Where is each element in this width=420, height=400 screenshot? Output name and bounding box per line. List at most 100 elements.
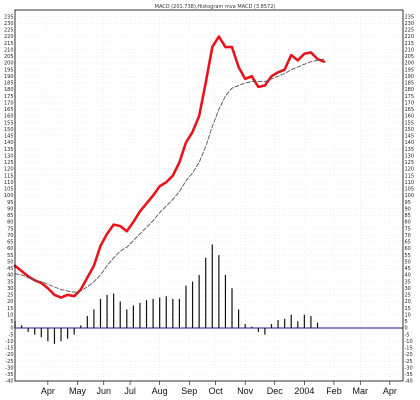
y-tick-label-right: 120 (405, 167, 415, 173)
y-tick-label-right: 30 (405, 286, 411, 292)
y-tick-label-left: 115 (4, 173, 14, 179)
y-tick-label-right: 110 (405, 180, 415, 186)
y-tick-label-right: 145 (405, 134, 415, 140)
y-tick-label-right: -5 (405, 332, 410, 338)
x-tick-label: Apr (41, 386, 55, 396)
y-tick-label-left: 75 (7, 226, 13, 232)
x-tick-label: Mar (353, 386, 369, 396)
y-tick-label-right: 140 (405, 140, 415, 146)
y-tick-label-left: 180 (4, 87, 14, 93)
y-tick-label-right: 200 (405, 61, 415, 67)
y-tick-label-left: 35 (7, 279, 13, 285)
y-tick-label-left: 90 (7, 206, 13, 212)
y-tick-label-left: 205 (4, 54, 14, 60)
y-tick-label-right: 100 (405, 193, 415, 199)
y-tick-label-left: 20 (7, 299, 13, 305)
y-tick-label-right: 15 (405, 306, 411, 312)
y-tick-label-right: -30 (405, 365, 413, 371)
y-tick-label-right: 225 (405, 28, 415, 34)
y-tick-label-right: 40 (405, 273, 411, 279)
plot-frame (14, 9, 404, 382)
y-tick-label-left: 10 (7, 312, 13, 318)
y-tick-label-left: -10 (5, 339, 13, 345)
y-tick-label-right: -40 (405, 379, 413, 385)
y-tick-label-right: 180 (405, 87, 415, 93)
histogram-layer (14, 244, 403, 344)
y-tick-label-right: 165 (405, 107, 415, 113)
y-tick-label-right: -20 (405, 352, 413, 358)
y-tick-label-right: 60 (405, 246, 411, 252)
x-tick-label: Feb (326, 386, 342, 396)
y-tick-label-left: 25 (7, 293, 13, 299)
y-tick-label-left: 85 (7, 213, 13, 219)
y-tick-label-left: 15 (7, 306, 13, 312)
y-tick-label-left: 175 (4, 94, 14, 100)
y-tick-label-right: 55 (405, 253, 411, 259)
y-tick-label-left: 60 (7, 246, 13, 252)
y-tick-label-left: 185 (4, 81, 14, 87)
y-tick-label-right: -10 (405, 339, 413, 345)
y-tick-label-left: 135 (4, 147, 14, 153)
y-tick-label-left: 55 (7, 253, 13, 259)
y-tick-label-left: 150 (4, 127, 14, 133)
y-tick-label-right: -15 (405, 346, 413, 352)
y-tick-label-left: 100 (4, 193, 14, 199)
y-tick-label-right: 220 (405, 34, 415, 40)
x-tick-label: Sep (181, 386, 197, 396)
y-tick-label-left: -15 (5, 346, 13, 352)
y-tick-label-left: 170 (4, 100, 14, 106)
y-tick-label-right: 0 (405, 326, 408, 332)
y-tick-label-left: 120 (4, 167, 14, 173)
y-tick-label-right: 105 (405, 187, 415, 193)
y-tick-label-right: 115 (405, 173, 415, 179)
y-tick-label-left: 125 (4, 160, 14, 166)
y-tick-label-right: 215 (405, 41, 415, 47)
y-tick-label-left: 210 (4, 47, 14, 53)
x-tick-label: Apr (383, 386, 397, 396)
y-tick-label-left: 230 (4, 21, 14, 27)
y-tick-label-right: 185 (405, 81, 415, 87)
y-tick-label-right: 25 (405, 293, 411, 299)
y-tick-label-right: 235 (405, 14, 415, 20)
y-tick-label-left: 145 (4, 134, 14, 140)
macd-line (13, 35, 326, 299)
x-tick-label: Jul (124, 386, 136, 396)
y-tick-label-right: 135 (405, 147, 415, 153)
y-tick-label-right: 190 (405, 74, 415, 80)
y-tick-label-left: 110 (4, 180, 14, 186)
y-tick-label-left: 50 (7, 259, 13, 265)
y-tick-label-right: 95 (405, 200, 411, 206)
y-tick-label-right: 155 (405, 120, 415, 126)
y-tick-label-left: 225 (4, 28, 14, 34)
y-tick-label-right: 65 (405, 240, 411, 246)
y-tick-label-left: 95 (7, 200, 13, 206)
y-tick-label-right: 50 (405, 259, 411, 265)
y-tick-label-left: 105 (4, 187, 14, 193)
y-tick-label-right: 170 (405, 100, 415, 106)
y-tick-label-left: 235 (4, 14, 14, 20)
chart-title: MACD (201.738),Histogram mva MACD (3.857… (155, 4, 276, 10)
y-tick-label-right: 210 (405, 47, 415, 53)
y-tick-label-left: 165 (4, 107, 14, 113)
y-tick-label-left: 65 (7, 240, 13, 246)
y-tick-label-left: 160 (4, 114, 14, 120)
y-tick-label-left: 5 (10, 319, 13, 325)
x-tick-label: Oct (209, 386, 224, 396)
y-tick-label-left: -40 (5, 379, 13, 385)
y-tick-label-left: -30 (5, 365, 13, 371)
y-tick-label-left: 200 (4, 61, 14, 67)
y-tick-label-right: 90 (405, 206, 411, 212)
y-tick-label-right: 70 (405, 233, 411, 239)
y-tick-label-left: 45 (7, 266, 13, 272)
y-tick-label-right: -35 (405, 372, 413, 378)
y-tick-label-right: 45 (405, 266, 411, 272)
y-tick-label-right: 75 (405, 226, 411, 232)
x-tick-label: Nov (237, 386, 254, 396)
y-tick-label-right: 35 (405, 279, 411, 285)
y-tick-label-left: 215 (4, 41, 14, 47)
y-tick-label-left: 130 (4, 153, 14, 159)
y-tick-label-left: -35 (5, 372, 13, 378)
y-tick-label-left: 155 (4, 120, 14, 126)
y-tick-label-right: 85 (405, 213, 411, 219)
